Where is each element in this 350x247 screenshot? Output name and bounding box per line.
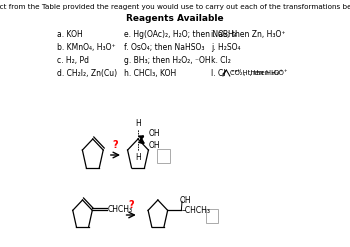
Text: OH: OH: [148, 129, 160, 139]
Text: H: H: [135, 119, 141, 128]
Text: CO₂H , then H₃O⁺: CO₂H , then H₃O⁺: [231, 69, 288, 76]
Text: Reagents Available: Reagents Available: [126, 14, 224, 23]
Text: d. CH₂I₂, Zn(Cu): d. CH₂I₂, Zn(Cu): [57, 69, 117, 78]
Text: e. Hg(OAc)₂, H₂O; then NaBH₄: e. Hg(OAc)₂, H₂O; then NaBH₄: [124, 30, 236, 39]
Text: a. KOH: a. KOH: [57, 30, 83, 39]
Text: g. BH₃; then H₂O₂, ⁻OH: g. BH₃; then H₂O₂, ⁻OH: [124, 56, 210, 65]
Text: ᶜᵒᴴ , then H₃O⁺: ᶜᵒᴴ , then H₃O⁺: [232, 69, 283, 76]
Text: h. CHCl₃, KOH: h. CHCl₃, KOH: [124, 69, 176, 78]
Text: –CHCH₃: –CHCH₃: [182, 206, 211, 215]
Text: k. Cl₂: k. Cl₂: [211, 56, 231, 65]
Text: c. H₂, Pd: c. H₂, Pd: [57, 56, 89, 65]
Text: OH: OH: [180, 196, 191, 205]
Text: f. OsO₄; then NaHSO₃: f. OsO₄; then NaHSO₃: [124, 43, 204, 52]
Bar: [157, 149, 169, 163]
Text: CHCH₃: CHCH₃: [108, 205, 133, 214]
Text: OH: OH: [148, 142, 160, 150]
Text: l. Cl: l. Cl: [211, 69, 226, 78]
Bar: [206, 209, 218, 223]
Text: ?: ?: [128, 200, 134, 210]
Text: i. O₃; then Zn, H₃O⁺: i. O₃; then Zn, H₃O⁺: [211, 30, 286, 39]
Text: H: H: [135, 153, 141, 162]
Text: ?: ?: [113, 140, 118, 150]
Text: b. KMnO₄, H₃O⁺: b. KMnO₄, H₃O⁺: [57, 43, 116, 52]
Text: Select from the Table provided the reagent you would use to carry out each of th: Select from the Table provided the reage…: [0, 4, 350, 10]
Text: j. H₂SO₄: j. H₂SO₄: [211, 43, 241, 52]
